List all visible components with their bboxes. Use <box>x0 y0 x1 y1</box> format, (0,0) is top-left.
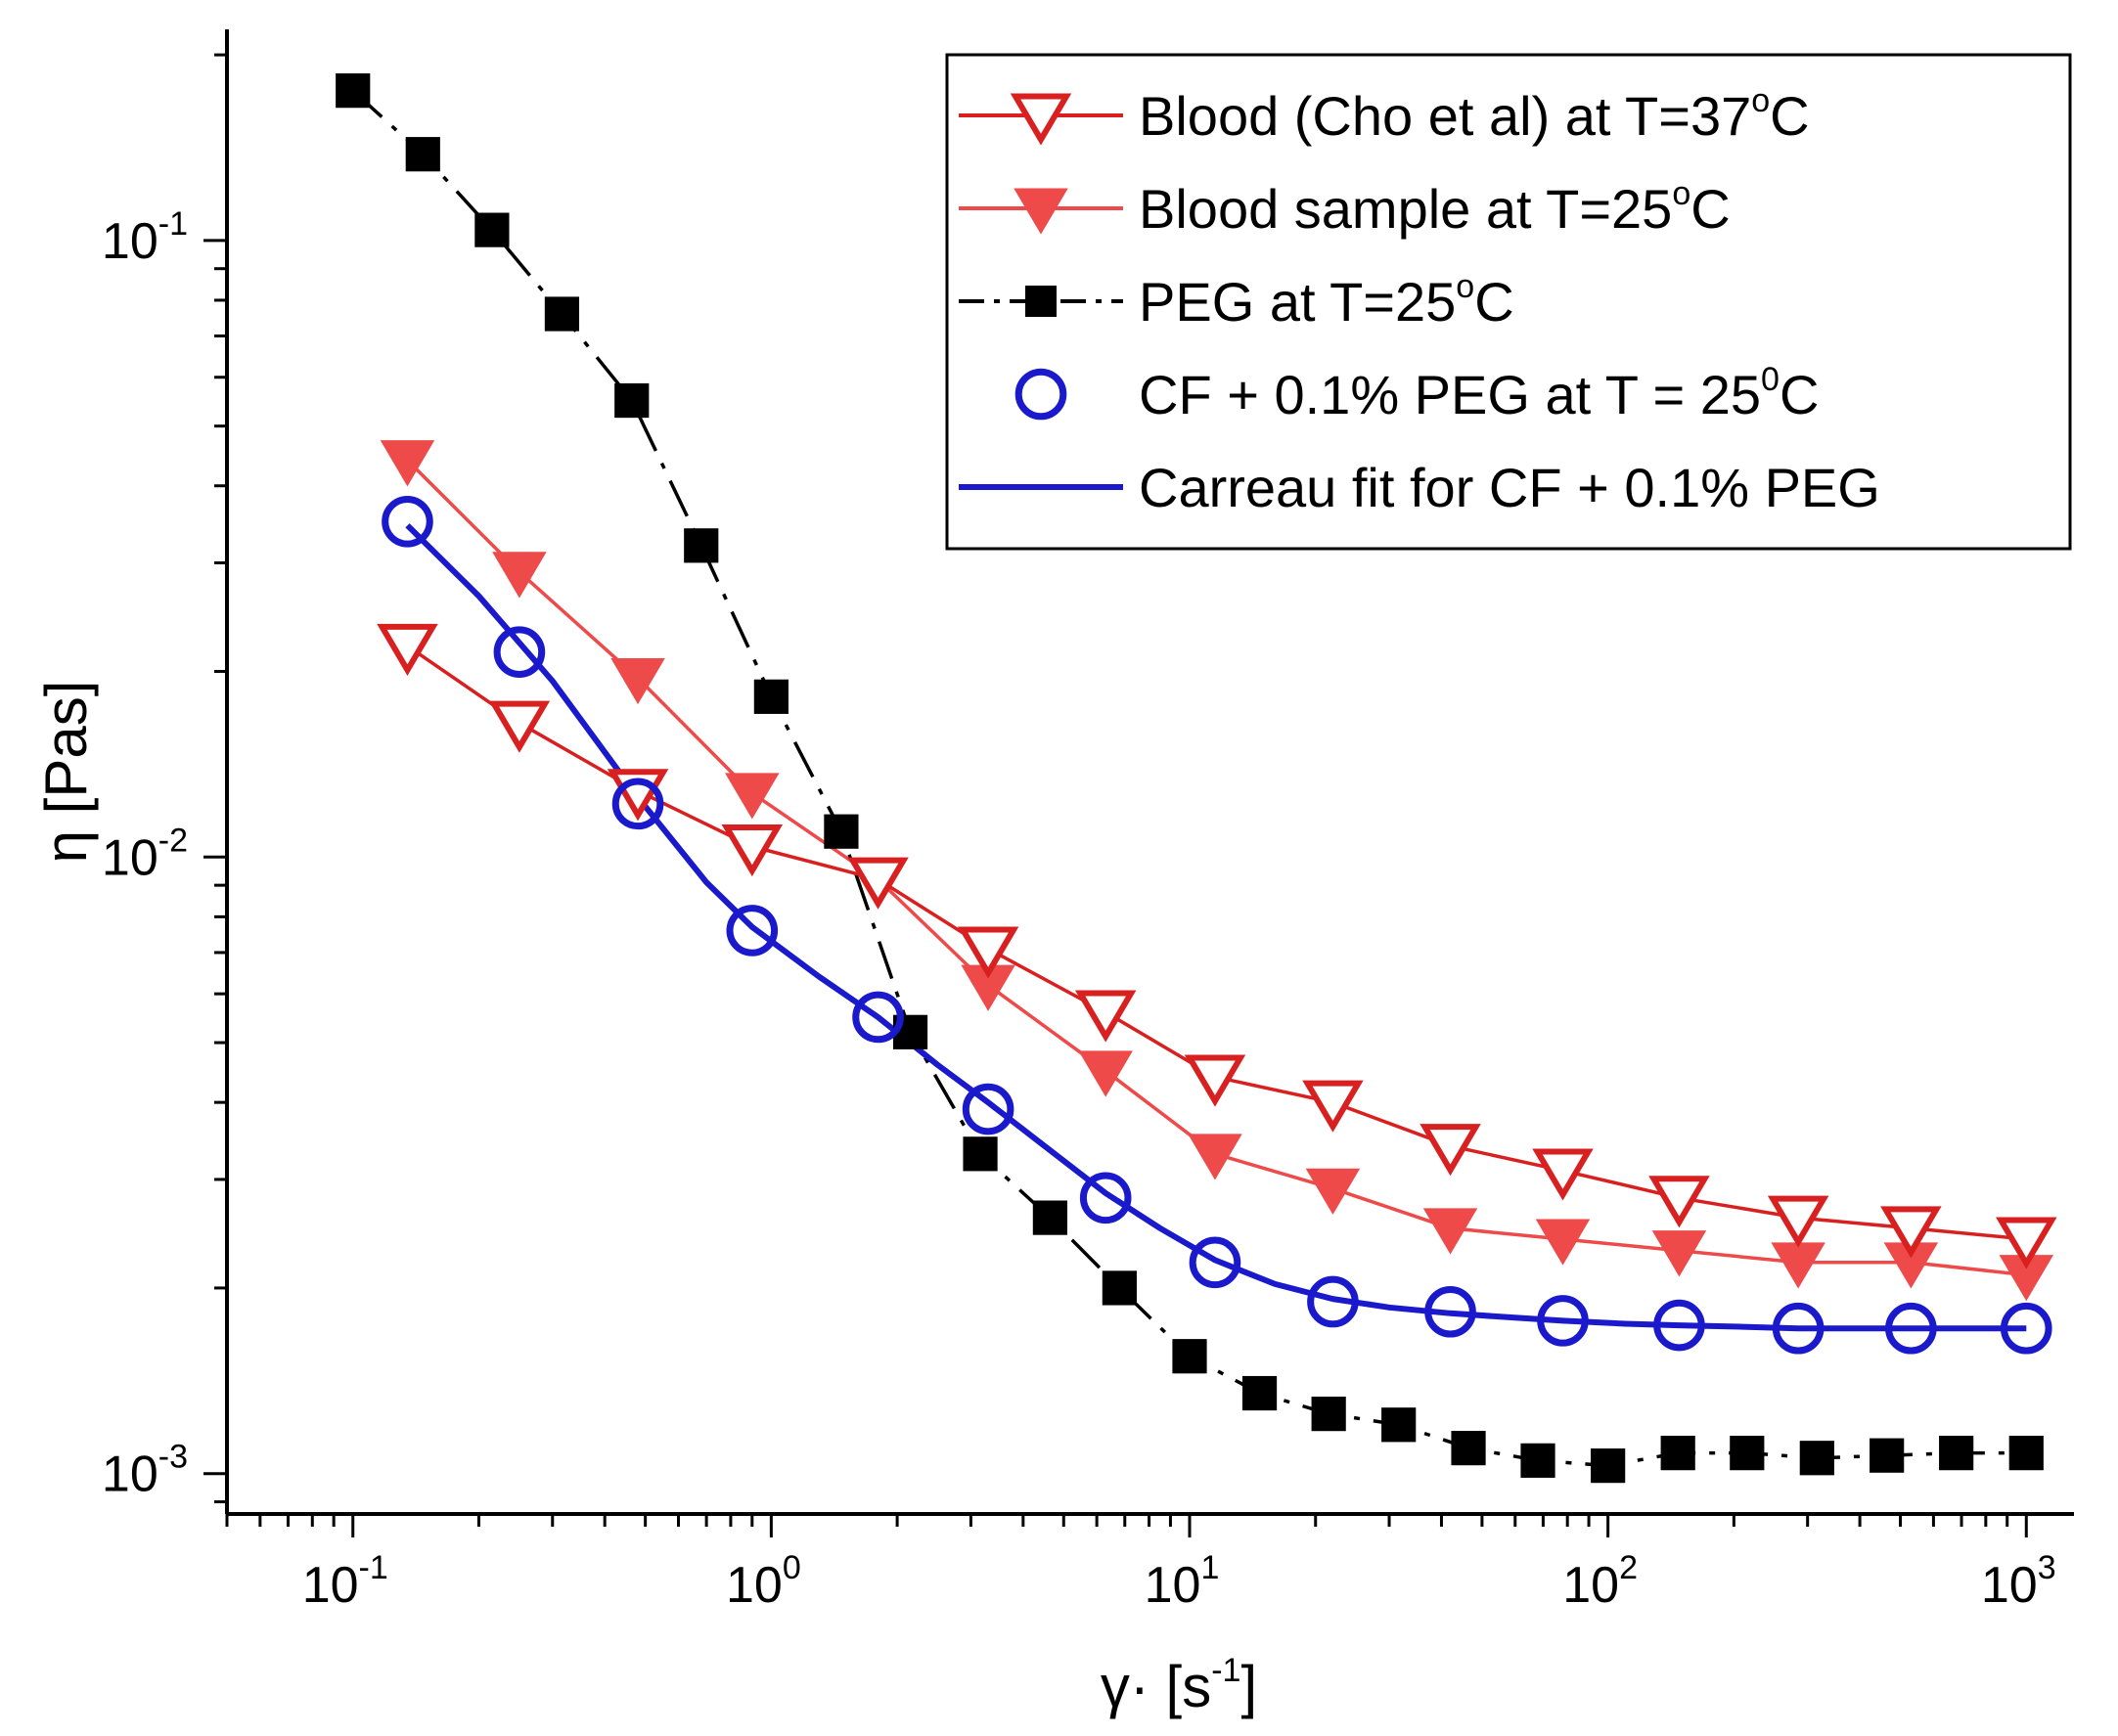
data-point-s2 <box>1241 1375 1278 1411</box>
data-point-s3 <box>1307 1275 1359 1328</box>
data-point-s2 <box>1660 1436 1695 1471</box>
data-point-s1 <box>1078 1050 1133 1097</box>
data-point-s0 <box>377 623 438 677</box>
y-tick-label: 10-1 <box>102 205 188 270</box>
y-tick-label: 10-3 <box>102 1439 188 1503</box>
data-point-s2 <box>1799 1441 1834 1476</box>
data-point-s2 <box>1939 1436 1974 1471</box>
data-point-s3 <box>1424 1285 1476 1338</box>
data-point-s1 <box>725 773 780 820</box>
legend-label: PEG at T=25oC <box>1139 268 1514 333</box>
legend: Blood (Cho et al) at T=37oC Blood sample … <box>945 53 2072 551</box>
x-tick-label: 100 <box>726 1549 801 1614</box>
x-tick-label: 102 <box>1562 1549 1638 1614</box>
y-axis-title: η [Pas] <box>33 681 99 864</box>
data-point-s2 <box>1451 1431 1486 1466</box>
data-point-s3 <box>2000 1302 2052 1355</box>
data-point-s0 <box>1302 1080 1364 1133</box>
data-point-s2 <box>544 296 580 332</box>
data-point-s0 <box>1420 1124 1481 1177</box>
data-point-s2 <box>963 1136 998 1172</box>
data-point-s3 <box>1189 1236 1241 1289</box>
data-point-s0 <box>1074 990 1137 1043</box>
data-point-s2 <box>1172 1339 1207 1374</box>
legend-marker-3 <box>1014 368 1067 421</box>
data-point-s0 <box>488 700 551 753</box>
y-tick-label: 10-2 <box>102 822 188 886</box>
data-point-s2 <box>405 137 440 172</box>
data-point-s0 <box>1184 1054 1246 1107</box>
legend-marker-0 <box>1010 93 1072 146</box>
data-point-s3 <box>611 778 664 830</box>
data-point-s2 <box>1591 1448 1626 1484</box>
x-axis-title: γ· [s-1] <box>1101 1652 1257 1719</box>
axes: 10-1 100 101 102 103 10-3 10-2 10-1 γ· [s-1] η [P… <box>33 29 2074 1719</box>
legend-label: CF + 0.1% PEG at T = 250C <box>1139 361 1819 425</box>
data-point-s2 <box>1870 1438 1905 1473</box>
data-point-s1 <box>380 440 435 487</box>
legend-label: Blood sample at T=25oC <box>1139 175 1731 240</box>
data-point-s2 <box>1730 1436 1765 1471</box>
data-point-s1 <box>1535 1219 1591 1266</box>
data-point-s3 <box>1537 1295 1589 1347</box>
data-point-s3 <box>1653 1299 1705 1352</box>
legend-box <box>945 53 2072 551</box>
x-tick-label: 10-1 <box>302 1549 388 1614</box>
data-point-s1 <box>1651 1230 1707 1277</box>
data-point-s2 <box>474 212 510 247</box>
data-point-s1 <box>1305 1168 1361 1215</box>
data-point-s2 <box>824 814 859 849</box>
data-point-s1 <box>1188 1134 1242 1180</box>
plot-area <box>336 73 2057 1484</box>
data-point-s0 <box>721 824 784 877</box>
data-point-s1 <box>492 552 547 599</box>
data-point-s1 <box>1771 1242 1825 1289</box>
legend-marker-2 <box>1025 286 1057 317</box>
data-point-s3 <box>1772 1302 1825 1355</box>
data-point-s0 <box>847 857 909 910</box>
data-point-s0 <box>1767 1195 1829 1248</box>
data-point-s0 <box>1648 1176 1710 1228</box>
data-point-s2 <box>1381 1407 1417 1443</box>
data-point-s2 <box>684 528 719 563</box>
data-point-s2 <box>2008 1436 2044 1471</box>
data-point-s2 <box>1520 1443 1555 1478</box>
series-line-4 <box>405 523 2027 1332</box>
legend-label: Carreau fit for CF + 0.1% PEG <box>1139 457 1880 518</box>
data-point-s3 <box>726 905 779 957</box>
legend-label: Blood (Cho et al) at T=37oC <box>1139 82 1810 147</box>
data-point-s3 <box>1885 1302 1937 1355</box>
data-point-s3 <box>382 495 433 548</box>
data-point-s0 <box>1996 1217 2057 1269</box>
data-point-s3 <box>852 991 904 1044</box>
data-point-s3 <box>1079 1172 1132 1224</box>
data-point-s1 <box>610 657 665 705</box>
data-point-s2 <box>614 382 650 419</box>
data-point-s2 <box>1032 1200 1067 1235</box>
x-tick-label: 101 <box>1145 1549 1220 1614</box>
data-point-s3 <box>493 626 546 679</box>
data-point-s0 <box>1532 1148 1594 1201</box>
data-point-s1 <box>1422 1208 1478 1255</box>
data-point-s0 <box>957 926 1019 979</box>
data-point-s2 <box>1102 1270 1137 1306</box>
data-point-s3 <box>962 1083 1014 1135</box>
data-point-s2 <box>1311 1397 1346 1432</box>
data-point-s2 <box>336 73 371 109</box>
x-tick-label: 103 <box>1981 1549 2056 1614</box>
legend-marker-1 <box>1014 188 1068 235</box>
data-point-s0 <box>1880 1206 1942 1259</box>
data-point-s2 <box>753 679 789 714</box>
